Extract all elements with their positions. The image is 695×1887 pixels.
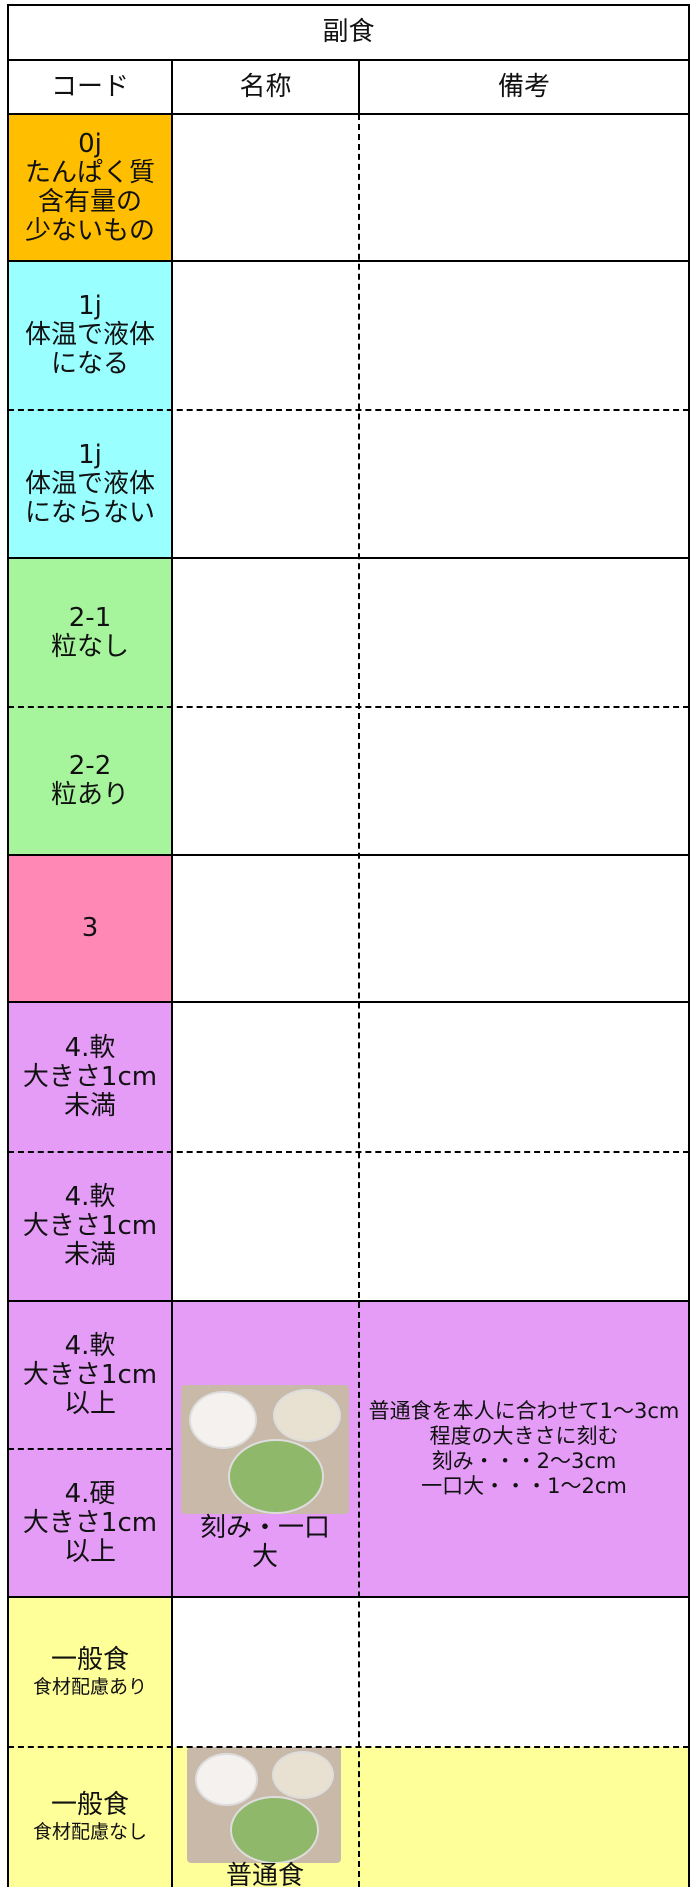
code-line: 4.硬: [64, 1478, 116, 1509]
code-line: 4.軟: [64, 1330, 116, 1361]
row-border: [8, 113, 689, 115]
row-divider: [8, 409, 689, 411]
code-line: 一般食: [50, 1789, 129, 1820]
entry-name: 普通食: [225, 1861, 304, 1887]
code-line: 以上: [63, 1536, 116, 1567]
header-cell: 名称: [239, 71, 292, 102]
code-line: 4.軟: [64, 1182, 116, 1212]
code-line: 含有量の: [37, 186, 142, 217]
code-line: 一般食: [50, 1644, 129, 1675]
row-divider: [8, 706, 689, 708]
code-line: 粒あり: [50, 780, 129, 810]
remarks-line: 刻み・・・2～3cm: [431, 1449, 617, 1473]
code-cell: 3: [8, 855, 172, 1002]
header-cell: 備考: [497, 71, 550, 102]
code-line: にならない: [24, 497, 155, 528]
plate: [189, 1391, 257, 1450]
code-line: 1j: [78, 291, 102, 321]
food-photo: [187, 1747, 341, 1863]
code-cell: 2-2 粒あり: [8, 707, 172, 855]
code-sub: 食材配慮あり: [32, 1675, 147, 1698]
code-cell: 4.軟 大きさ1cm 以上: [8, 1301, 172, 1449]
code-cell: 1j 体温で液体 になる: [8, 261, 172, 410]
code-line: 少ないもの: [24, 215, 155, 246]
code-line: 0j: [78, 128, 102, 159]
code-cell: 4.硬 大きさ1cm 以上: [8, 1449, 172, 1597]
code-sub: 食材配慮なし: [32, 1820, 147, 1843]
code-cell: 0j たんぱく質 含有量の 少ないもの: [8, 114, 172, 261]
row-border: [8, 1001, 689, 1003]
plate: [195, 1753, 258, 1806]
code-line: 未満: [63, 1090, 116, 1121]
row-border: [8, 59, 689, 61]
column-divider: [358, 114, 360, 1887]
code-cell: 一般食 食材配慮あり: [8, 1597, 172, 1747]
food-photo: [181, 1385, 349, 1514]
code-line: たんぱく質: [24, 157, 155, 188]
code-line: 粒なし: [50, 631, 129, 662]
code-line: 1j: [78, 439, 102, 470]
table-title: 副食: [322, 17, 375, 47]
code-line: 2-2: [68, 751, 112, 781]
row-divider: [8, 1151, 689, 1153]
code-cell: 4.軟 大きさ1cm 未満: [8, 1002, 172, 1152]
code-line: になる: [50, 349, 129, 379]
code-cell: 2-1 粒なし: [8, 558, 172, 707]
code-line: 大きさ1cm: [22, 1359, 158, 1390]
row-border: [8, 1300, 689, 1302]
code-cell: 1j 体温で液体 にならない: [8, 410, 172, 558]
row-border: [8, 854, 689, 856]
code-line: 大きさ1cm: [22, 1061, 158, 1092]
plate: [228, 1439, 325, 1514]
row-border: [8, 260, 689, 262]
row-divider: [8, 1448, 172, 1450]
code-line: 体温で液体: [24, 320, 155, 350]
code-line: 体温で液体: [24, 468, 155, 499]
code-line: 大きさ1cm: [22, 1507, 158, 1538]
column-border: [358, 60, 360, 114]
code-cell: 一般食 食材配慮なし: [8, 1747, 172, 1887]
table-border: [7, 4, 690, 1887]
remarks-line: 一口大・・・1～2cm: [421, 1474, 627, 1498]
plate: [230, 1795, 319, 1863]
header-cell: コード: [50, 71, 129, 102]
plate: [271, 1751, 335, 1800]
code-line: 未満: [63, 1240, 116, 1270]
remarks-line: 普通食を本人に合わせて1～3cm程度の大きさに刻む: [368, 1399, 680, 1448]
code-line: 大きさ1cm: [22, 1211, 158, 1241]
code-line: 4.軟: [64, 1032, 116, 1063]
row-divider: [8, 1746, 689, 1748]
column-border: [171, 60, 173, 1887]
code-cell: 4.軟 大きさ1cm 未満: [8, 1152, 172, 1301]
code-line: 3: [81, 913, 99, 943]
code-line: 2-1: [68, 602, 112, 633]
code-line: 以上: [63, 1388, 116, 1419]
entry-name: 刻み・一口大: [199, 1513, 330, 1572]
row-border: [8, 1596, 689, 1598]
plate: [273, 1389, 342, 1443]
row-border: [8, 557, 689, 559]
entry-remarks: 普通食を本人に合わせて1～3cm程度の大きさに刻む 刻み・・・2～3cm 一口大・・…: [366, 1301, 682, 1597]
